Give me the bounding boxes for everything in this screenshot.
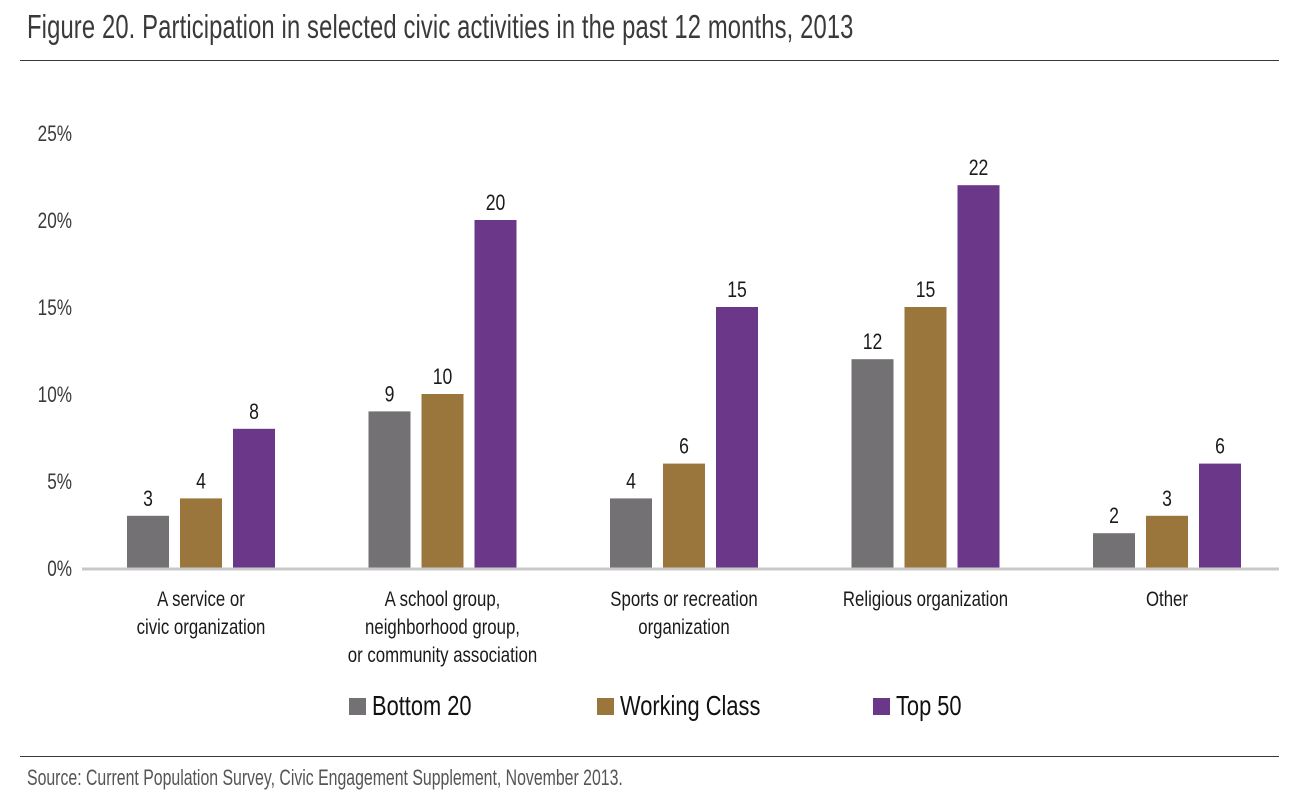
source-divider: [20, 756, 1279, 757]
data-label: 10: [433, 365, 453, 389]
legend-label-bottom-20: Bottom 20: [372, 690, 472, 721]
data-label: 20: [486, 191, 506, 215]
bar-top-50: [233, 428, 275, 568]
data-label: 9: [385, 383, 395, 407]
legend-swatch-working-class: [597, 697, 614, 715]
bar-top-50: [716, 307, 758, 568]
legend-label-top-50: Top 50: [896, 690, 962, 721]
bar-working-class: [1146, 515, 1188, 568]
data-label: 4: [196, 470, 206, 494]
title-divider: [20, 60, 1279, 61]
y-tick-label: 25%: [38, 122, 72, 147]
bar-top-50: [957, 185, 1000, 568]
legend-item-top-50: Top 50: [873, 688, 980, 724]
bar-bottom-20: [1093, 533, 1135, 568]
bar-working-class: [421, 394, 464, 568]
bar-working-class: [180, 498, 222, 568]
data-label: 12: [863, 330, 883, 354]
x-category-label: organization: [638, 616, 729, 639]
x-category-label: Sports or recreation: [610, 588, 757, 611]
y-tick-label: 20%: [38, 209, 72, 234]
bar-bottom-20: [127, 515, 169, 568]
y-tick-label: 0%: [47, 557, 72, 582]
data-label: 6: [1215, 435, 1225, 459]
x-category-label: civic organization: [137, 616, 266, 639]
data-label: 3: [143, 487, 153, 511]
source-note: Source: Current Population Survey, Civic…: [27, 765, 623, 790]
data-label: 4: [626, 470, 636, 494]
y-tick-label: 5%: [47, 470, 72, 495]
legend-swatch-top-50: [873, 697, 890, 715]
x-category-label: A service or: [157, 588, 245, 611]
x-category-label: or community association: [348, 644, 537, 667]
y-tick-label: 15%: [38, 296, 72, 321]
bar-bottom-20: [368, 411, 411, 568]
x-category-label: Other: [1146, 588, 1189, 611]
bar-bottom-20: [851, 359, 894, 568]
data-label: 6: [679, 435, 689, 459]
bar-working-class: [904, 307, 947, 568]
data-label: 3: [1162, 487, 1172, 511]
data-label: 15: [727, 278, 747, 302]
bar-bottom-20: [610, 498, 652, 568]
legend-label-working-class: Working Class: [620, 690, 761, 721]
data-label: 22: [969, 156, 989, 180]
data-label: 15: [916, 278, 936, 302]
x-category-label: Religious organization: [843, 588, 1008, 611]
y-tick-label: 10%: [38, 383, 72, 408]
bar-top-50: [1199, 463, 1241, 568]
legend: Bottom 20 Working Class Top 50: [0, 688, 1304, 724]
data-label: 2: [1109, 504, 1119, 528]
bar-working-class: [663, 463, 705, 568]
data-label: 8: [249, 400, 259, 424]
bar-chart: 0% 5% 10% 15% 20% 25% 3 4 8 A service or civic org…: [38, 122, 1279, 668]
figure-title: Figure 20. Participation in selected civ…: [27, 8, 854, 45]
legend-item-bottom-20: Bottom 20: [349, 688, 500, 724]
bar-top-50: [474, 220, 517, 568]
legend-item-working-class: Working Class: [597, 688, 800, 724]
x-category-label: neighborhood group,: [365, 616, 520, 639]
x-category-label: A school group,: [385, 588, 501, 611]
legend-swatch-bottom-20: [349, 697, 366, 715]
